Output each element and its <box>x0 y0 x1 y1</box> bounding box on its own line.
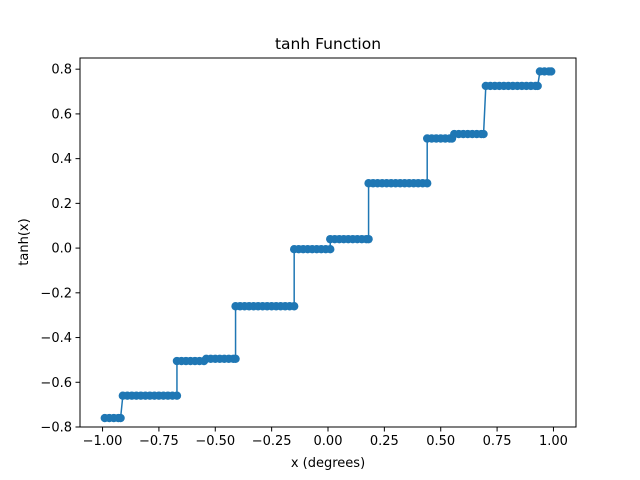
data-point <box>533 81 542 91</box>
y-tick-label: 0.2 <box>51 197 72 212</box>
plot-area <box>100 67 556 423</box>
x-tick-label: 0.25 <box>370 434 399 449</box>
data-point <box>172 391 182 400</box>
data-point <box>231 354 240 363</box>
y-tick-label: −0.4 <box>40 331 72 346</box>
x-tick-label: 0.00 <box>314 434 343 449</box>
x-tick-label: −0.75 <box>139 434 179 449</box>
y-tick-label: −0.6 <box>40 376 72 391</box>
y-tick-label: 0.6 <box>51 107 72 122</box>
y-axis: −0.8 −0.6 −0.4 −0.2 0.0 0.2 0.4 0.6 0.8 <box>40 63 80 436</box>
y-tick-label: 0.8 <box>51 63 72 78</box>
y-tick-label: −0.8 <box>40 421 72 436</box>
data-point <box>423 179 432 188</box>
y-axis-label: tanh(x) <box>17 218 32 265</box>
x-tick-label: −0.25 <box>252 434 292 449</box>
data-point <box>289 302 299 311</box>
y-tick-label: 0.0 <box>51 242 72 257</box>
data-point <box>364 234 373 244</box>
data-point <box>116 413 125 423</box>
x-tick-label: 1.00 <box>539 434 568 449</box>
x-tick-label: −1.00 <box>83 434 123 449</box>
series-line <box>104 70 552 419</box>
x-tick-label: 0.75 <box>483 434 512 449</box>
x-tick-label: −0.50 <box>195 434 235 449</box>
x-tick-label: 0.50 <box>426 434 455 449</box>
x-axis-label: x (degrees) <box>291 456 365 471</box>
data-point <box>547 67 556 76</box>
y-tick-label: −0.2 <box>40 286 72 301</box>
chart-title: tanh Function <box>275 35 381 53</box>
data-point <box>326 245 335 254</box>
y-tick-label: 0.4 <box>51 152 72 167</box>
data-point <box>479 129 488 139</box>
x-axis: −1.00 −0.75 −0.50 −0.25 0.00 0.25 0.50 0.75 1.00 <box>83 427 568 449</box>
